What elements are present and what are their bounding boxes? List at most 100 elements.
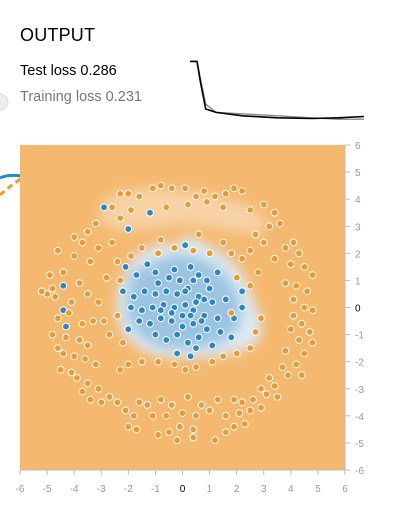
negative-point bbox=[184, 200, 192, 209]
negative-point bbox=[83, 227, 92, 236]
negative-point bbox=[284, 371, 293, 380]
negative-point bbox=[181, 184, 190, 193]
x-tick-label: -4 bbox=[70, 484, 79, 495]
y-tick-label: -6 bbox=[355, 466, 364, 477]
negative-point bbox=[219, 352, 228, 361]
negative-point bbox=[127, 206, 135, 214]
negative-point bbox=[281, 279, 290, 288]
negative-point bbox=[78, 319, 87, 328]
negative-point bbox=[170, 244, 179, 252]
positive-point bbox=[151, 290, 160, 298]
negative-point bbox=[167, 184, 176, 193]
negative-point bbox=[100, 317, 108, 325]
positive-point bbox=[146, 208, 154, 217]
positive-point bbox=[238, 287, 247, 296]
y-tick-label: 5 bbox=[355, 168, 361, 179]
output-plot[interactable]: -6 -5 -4 -3 -2 -1 0 1 2 3 4 5 6 6 5 4 3 2 1 0 -1 -2 -3 -4 -5 -6 bbox=[0, 135, 416, 529]
test-loss-curve bbox=[190, 60, 365, 120]
negative-point bbox=[211, 192, 219, 201]
positive-point bbox=[197, 317, 206, 325]
negative-point bbox=[219, 203, 228, 212]
positive-point bbox=[173, 330, 182, 339]
positive-point bbox=[200, 295, 209, 304]
x-tick-label: 4 bbox=[288, 484, 294, 495]
x-tick-label: 2 bbox=[234, 484, 240, 495]
x-tick-label: -5 bbox=[43, 484, 52, 495]
x-tick-label: 6 bbox=[342, 484, 348, 495]
negative-point bbox=[232, 349, 241, 358]
positive-point bbox=[121, 263, 130, 271]
negative-point bbox=[154, 430, 163, 439]
y-tick-label: 1 bbox=[355, 276, 361, 287]
positive-point bbox=[175, 276, 184, 285]
negative-point bbox=[230, 184, 238, 193]
negative-point bbox=[124, 422, 133, 431]
test-loss-stat: Test loss 0.286 bbox=[20, 63, 117, 79]
x-tick-label: 1 bbox=[207, 484, 213, 495]
negative-point bbox=[227, 249, 236, 258]
positive-point bbox=[119, 287, 127, 296]
negative-point bbox=[156, 395, 165, 404]
negative-point bbox=[232, 273, 241, 282]
negative-point bbox=[208, 357, 217, 366]
positive-point bbox=[189, 276, 198, 285]
output-heading: OUTPUT bbox=[20, 25, 96, 45]
negative-point bbox=[116, 214, 125, 222]
positive-point bbox=[146, 319, 154, 328]
positive-point bbox=[181, 287, 190, 296]
negative-point bbox=[48, 330, 57, 339]
negative-point bbox=[59, 268, 68, 277]
negative-point bbox=[308, 271, 317, 279]
y-tick-label: -2 bbox=[355, 358, 364, 369]
negative-point bbox=[81, 355, 89, 363]
negative-point bbox=[83, 379, 92, 388]
positive-point bbox=[221, 295, 230, 304]
negative-point bbox=[270, 208, 279, 217]
training-loss-stat: Training loss 0.231 bbox=[20, 89, 142, 105]
x-tick-label: -1 bbox=[151, 484, 160, 495]
negative-point bbox=[192, 192, 200, 201]
positive-point bbox=[138, 306, 146, 315]
negative-point bbox=[257, 384, 265, 393]
negative-point bbox=[308, 306, 317, 315]
positive-point bbox=[132, 271, 141, 279]
negative-point bbox=[240, 420, 249, 428]
negative-point bbox=[295, 249, 303, 258]
negative-point bbox=[213, 395, 222, 404]
positive-point bbox=[186, 263, 195, 271]
negative-point bbox=[102, 273, 111, 282]
negative-point bbox=[286, 260, 295, 269]
negative-point bbox=[167, 401, 176, 409]
negative-point bbox=[135, 192, 144, 201]
negative-point bbox=[278, 363, 287, 372]
negative-point bbox=[246, 246, 255, 255]
negative-point bbox=[246, 281, 255, 290]
test-loss-label: Test loss bbox=[20, 63, 77, 79]
negative-point bbox=[37, 287, 46, 296]
negative-point bbox=[94, 384, 103, 393]
positive-point bbox=[151, 268, 160, 277]
negative-point bbox=[67, 368, 76, 377]
negative-point bbox=[303, 287, 312, 296]
negative-point bbox=[265, 222, 274, 231]
negative-point bbox=[175, 422, 184, 431]
positive-point bbox=[186, 311, 195, 320]
negative-point bbox=[221, 411, 230, 420]
negative-point bbox=[221, 189, 230, 198]
positive-point bbox=[135, 317, 144, 325]
negative-point bbox=[138, 357, 146, 366]
positive-point bbox=[203, 276, 211, 285]
positive-point bbox=[208, 341, 217, 350]
negative-point bbox=[181, 365, 190, 374]
x-tick-label: 3 bbox=[261, 484, 267, 495]
positive-point bbox=[154, 279, 163, 288]
negative-point bbox=[138, 244, 146, 252]
positive-point bbox=[189, 319, 198, 328]
positive-point bbox=[194, 271, 203, 279]
negative-point bbox=[192, 411, 200, 420]
negative-point bbox=[132, 425, 141, 434]
negative-point bbox=[113, 398, 122, 407]
positive-point bbox=[205, 284, 214, 293]
negative-point bbox=[189, 425, 198, 434]
x-tick-label: -3 bbox=[97, 484, 106, 495]
